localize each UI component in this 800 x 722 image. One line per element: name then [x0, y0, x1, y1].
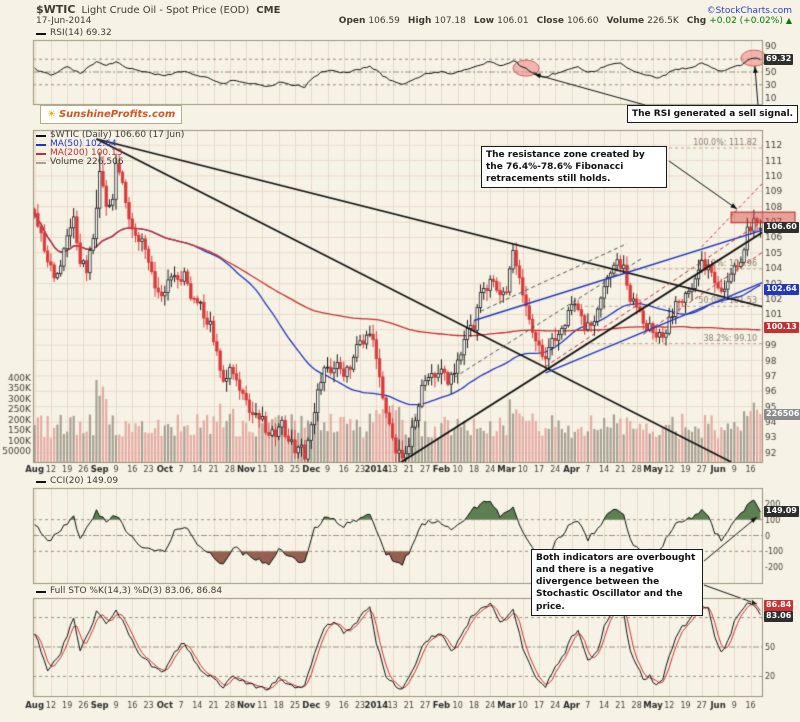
line-swatch-icon: [36, 590, 46, 593]
chg-up-arrow-icon: ▲: [785, 16, 792, 25]
ma50-legend-label: MA(50) 102.64: [50, 139, 117, 149]
rsi-value-box: 69.32: [764, 54, 794, 65]
quote-strip: Open 106.59 High 107.18 Low 106.01 Close…: [331, 16, 792, 26]
sto-k-value-box: 83.06: [764, 611, 794, 622]
volume-legend-label: Volume 226,506: [50, 157, 124, 167]
line-swatch-icon: [36, 480, 46, 483]
rsi-annotation: The RSI generated a sell signal.: [627, 105, 799, 124]
sto-d-value-box: 86.84: [764, 600, 794, 611]
quote-open-label: Open: [338, 16, 366, 26]
price-legend-label: $WTIC (Daily) 106.60 (17 Jun): [50, 130, 185, 140]
ticker-symbol: $WTIC: [36, 3, 76, 16]
rsi-legend: RSI(14) 69.32: [36, 29, 112, 38]
rsi-legend-label: RSI(14) 69.32: [50, 28, 112, 38]
quote-low-value: 106.01: [497, 16, 529, 26]
cci-value-box: 149.09: [764, 506, 799, 517]
quote-open-value: 106.59: [368, 16, 400, 26]
ma200-legend-label: MA(200) 100.13: [50, 148, 123, 158]
line-swatch-icon: [36, 32, 46, 35]
sun-icon: ☀: [47, 108, 56, 120]
divergence-annotation: Both indicators are overbought and there…: [531, 549, 703, 616]
fib-annotation: The resistance zone created by the 76.4%…: [481, 146, 667, 189]
ma200-legend: MA(200) 100.13: [36, 149, 122, 158]
chart-title: Light Crude Oil - Spot Price (EOD): [81, 5, 250, 16]
quote-low-label: Low: [473, 16, 495, 26]
line-swatch-icon: [36, 152, 46, 155]
quote-volume-value: 226.5K: [647, 16, 679, 26]
header-row-2: 17-Jun-2014 Open 106.59 High 107.18 Low …: [36, 16, 792, 26]
ma50-value-box: 102.64: [764, 284, 799, 295]
line-swatch-icon: [36, 134, 46, 137]
volume-legend: Volume 226,506: [36, 158, 124, 167]
quote-high-label: High: [407, 16, 432, 26]
quote-close-label: Close: [536, 16, 564, 26]
quote-volume-label: Volume: [606, 16, 645, 26]
price-legend: $WTIC (Daily) 106.60 (17 Jun): [36, 131, 184, 140]
line-swatch-icon: [36, 161, 46, 164]
ma200-value-box: 100.13: [764, 322, 799, 333]
exchange-label: CME: [256, 5, 281, 16]
cci-legend-label: CCI(20) 149.09: [50, 476, 119, 486]
header-row-1: $WTIC Light Crude Oil - Spot Price (EOD)…: [36, 3, 792, 16]
quote-chg-value: +0.02 (+0.02%): [709, 16, 783, 26]
line-swatch-icon: [36, 143, 46, 146]
stockcharts-credit-link[interactable]: ©StockCharts.com: [706, 6, 792, 16]
chart-date: 17-Jun-2014: [36, 16, 92, 26]
sunshineprofits-logo[interactable]: ☀ SunshineProfits.com: [40, 105, 183, 124]
quote-chg-label: Chg: [686, 16, 707, 26]
sto-legend-label: Full STO %K(14,3) %D(3) 83.06, 86.84: [50, 586, 223, 596]
sto-legend: Full STO %K(14,3) %D(3) 83.06, 86.84: [36, 587, 222, 596]
quote-close-value: 106.60: [566, 16, 599, 26]
cci-legend: CCI(20) 149.09: [36, 477, 118, 486]
quote-high-value: 107.18: [434, 16, 466, 26]
sunshineprofits-logo-label: SunshineProfits.com: [58, 109, 176, 120]
price-value-box: 106.60: [764, 222, 799, 233]
ma50-legend: MA(50) 102.64: [36, 140, 117, 149]
volume-value-box: 226506: [764, 409, 800, 420]
